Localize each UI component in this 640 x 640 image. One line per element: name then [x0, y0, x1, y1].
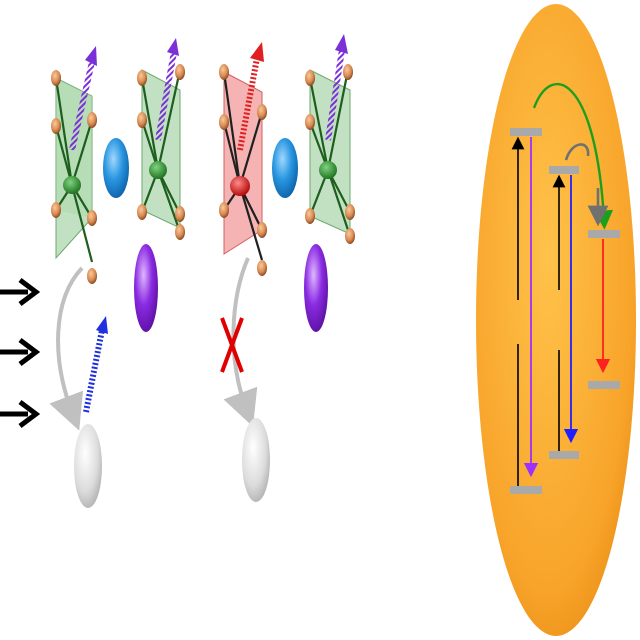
level-b-high [549, 166, 579, 174]
incoming-arrow-1 [0, 278, 41, 306]
transfer-arrow-grey-small [564, 143, 590, 161]
transfer-arrow-2 [223, 257, 258, 427]
energy-level-panel [476, 4, 636, 636]
center-ion-red [230, 176, 250, 196]
unit-3 [219, 42, 267, 276]
level-a-low [510, 486, 542, 494]
spin-arrow-violet [155, 38, 179, 141]
level-c-high [588, 230, 620, 238]
transfer-arrow-green [532, 82, 614, 230]
transfer-arrow-1 [49, 266, 84, 431]
incoming-arrow-3 [0, 400, 41, 428]
center-ion-green [63, 176, 81, 194]
level-b-low [549, 451, 579, 459]
grey-ion-2 [242, 418, 270, 502]
unit-1 [51, 46, 97, 284]
unit-4 [305, 34, 355, 244]
blue-ion-1 [103, 138, 129, 198]
purple-ion-1 [134, 244, 158, 332]
cross-icon [220, 317, 244, 373]
spin-arrow-violet [325, 34, 348, 141]
spin-arrow-red [237, 42, 264, 151]
spin-arrow-blue [83, 316, 108, 413]
incoming-arrows [0, 278, 41, 428]
blue-ion-2 [272, 138, 298, 198]
polyhedron-red [223, 71, 263, 255]
level-a-high [510, 128, 542, 136]
grey-ion-1 [74, 424, 102, 508]
incoming-arrow-2 [0, 338, 41, 366]
unit-2 [137, 38, 185, 240]
center-ion-green [149, 161, 167, 179]
purple-ion-2 [304, 244, 328, 332]
center-ion-green [319, 161, 337, 179]
level-c-low [588, 381, 620, 389]
spin-arrow-violet [69, 46, 97, 151]
orange-ellipse [476, 4, 636, 636]
